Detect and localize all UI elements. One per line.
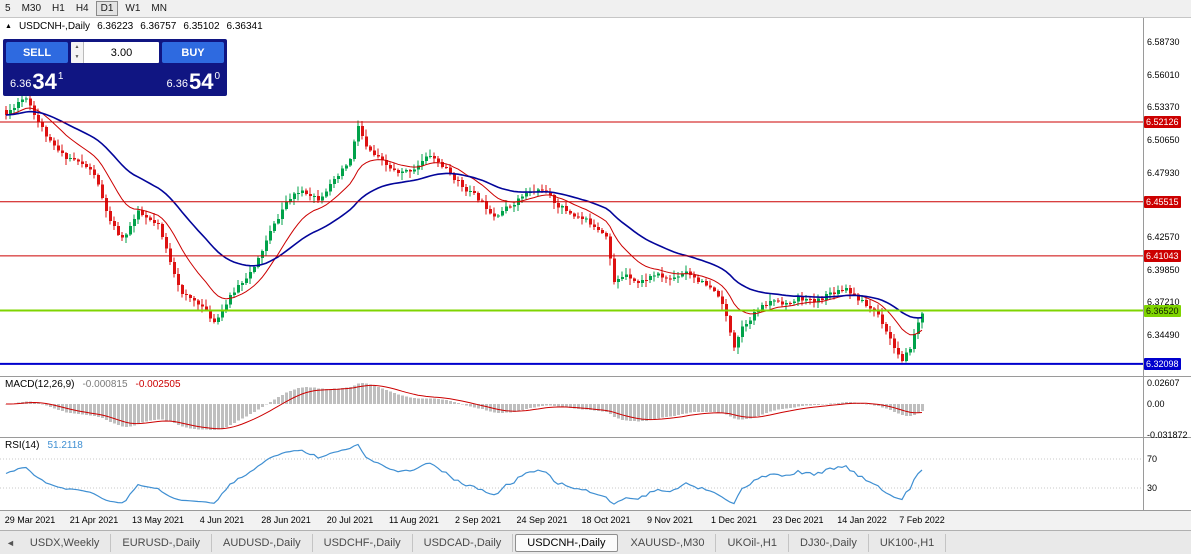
chart-ohlc-header: ▲ USDCNH-,Daily 6.36223 6.36757 6.35102 … — [5, 21, 263, 32]
date-axis-label: 1 Dec 2021 — [710, 515, 758, 525]
date-axis-label: 13 May 2021 — [131, 515, 185, 525]
chart-symbol-label: USDCNH-,Daily — [18, 21, 91, 32]
date-axis-label: 4 Jun 2021 — [199, 515, 245, 525]
price-level-badge: 6.45515 — [1144, 196, 1181, 208]
sell-button[interactable]: SELL — [6, 42, 68, 63]
ask-pipette: 0 — [214, 71, 220, 82]
bid-pips: 34 — [32, 69, 57, 94]
tabs-scroll-left-icon[interactable]: ◄ — [6, 537, 15, 548]
one-click-trading-panel: SELL ▲ ▼ 3.00 BUY 6.36 34 1 6.36 — [3, 39, 227, 96]
ohlc-low: 6.35102 — [183, 21, 220, 32]
chart-stage: ▲ USDCNH-,Daily 6.36223 6.36757 6.35102 … — [0, 18, 1191, 530]
price-axis-label: 6.39850 — [1147, 265, 1180, 275]
tab-audusd-daily[interactable]: AUDUSD-,Daily — [212, 533, 313, 552]
macd-axis-label: -0.031872 — [1147, 430, 1188, 440]
rsi-title: RSI(14) — [5, 440, 40, 451]
price-axis-label: 6.34490 — [1147, 330, 1180, 340]
price-axis-label: 6.56010 — [1147, 70, 1180, 80]
collapse-trade-panel-icon[interactable]: ▲ — [5, 23, 12, 30]
macd-title: MACD(12,26,9) — [5, 379, 75, 390]
date-axis-label: 29 Mar 2021 — [4, 515, 56, 525]
timeframe-toolbar: 5 M30 H1 H4 D1 W1 MN — [0, 0, 1191, 18]
date-axis-label: 24 Sep 2021 — [516, 515, 568, 525]
tab-dj30-daily[interactable]: DJ30-,Daily — [789, 533, 869, 552]
ohlc-high: 6.36757 — [140, 21, 177, 32]
rsi-indicator-header: RSI(14) 51.2118 — [5, 440, 83, 451]
volume-stepper[interactable]: ▲ ▼ — [71, 42, 84, 63]
price-axis-label: 6.47930 — [1147, 168, 1180, 178]
macd-main-value: -0.000815 — [82, 379, 128, 390]
volume-down-icon[interactable]: ▼ — [74, 54, 80, 61]
price-axis-label: 6.37210 — [1147, 297, 1180, 307]
tab-ukoil-h1[interactable]: UKOil-,H1 — [716, 533, 789, 552]
macd-indicator-header: MACD(12,26,9) -0.000815 -0.002505 — [5, 379, 181, 390]
date-axis-label: 2 Sep 2021 — [454, 515, 502, 525]
ask-price: 6.36 54 0 — [167, 65, 220, 93]
volume-value[interactable]: 3.00 — [110, 46, 133, 59]
date-axis-label: 7 Feb 2022 — [899, 515, 945, 525]
date-axis-label: 9 Nov 2021 — [646, 515, 694, 525]
tab-usdcnh-daily[interactable]: USDCNH-,Daily — [515, 533, 618, 552]
volume-up-icon[interactable]: ▲ — [74, 43, 80, 50]
bid-big-figure: 6.36 — [10, 78, 32, 90]
price-chart-canvas[interactable] — [0, 18, 1191, 530]
price-level-badge: 6.52126 — [1144, 116, 1181, 128]
timeframe-mn-button[interactable]: MN — [151, 3, 167, 14]
bid-price: 6.36 34 1 — [10, 65, 63, 93]
timeframe-w1-button[interactable]: W1 — [125, 3, 141, 14]
date-axis-label: 21 Apr 2021 — [69, 515, 119, 525]
rsi-value: 51.2118 — [47, 440, 83, 451]
tab-uk100-h1[interactable]: UK100-,H1 — [869, 533, 947, 552]
time-axis[interactable]: 29 Mar 2021 21 Apr 2021 13 May 2021 4 Jun 2… — [0, 510, 1191, 530]
rsi-axis-label: 30 — [1147, 483, 1158, 493]
macd-axis-label: 0.00 — [1147, 399, 1165, 409]
bid-pipette: 1 — [57, 71, 64, 82]
tab-eurusd-daily[interactable]: EURUSD-,Daily — [111, 533, 213, 552]
date-axis-label: 18 Oct 2021 — [581, 515, 631, 525]
tab-xauusd-m30[interactable]: XAUUSD-,M30 — [620, 533, 717, 552]
ask-big-figure: 6.36 — [166, 78, 188, 90]
timeframe-5-button[interactable]: 5 — [5, 3, 11, 14]
timeframe-m30-button[interactable]: M30 — [21, 3, 42, 14]
timeframe-h1-button[interactable]: H1 — [52, 3, 65, 14]
price-level-badge: 6.32098 — [1144, 358, 1181, 370]
ohlc-close: 6.36341 — [226, 21, 263, 32]
tab-usdx-weekly[interactable]: USDX,Weekly — [19, 533, 112, 552]
date-axis-label: 14 Jan 2022 — [837, 515, 887, 525]
price-level-badge: 6.41043 — [1144, 250, 1181, 262]
timeframe-d1-button[interactable]: D1 — [95, 1, 119, 16]
price-axis-label: 6.53370 — [1147, 102, 1180, 112]
volume-input[interactable]: ▲ ▼ 3.00 — [71, 42, 159, 63]
price-axis-label: 6.50650 — [1147, 135, 1180, 145]
ask-pips: 54 — [188, 69, 214, 94]
macd-signal-value: -0.002505 — [135, 379, 181, 390]
timeframe-h4-button[interactable]: H4 — [75, 3, 89, 14]
date-axis-label: 11 Aug 2021 — [389, 515, 439, 525]
tab-usdchf-daily[interactable]: USDCHF-,Daily — [313, 533, 413, 552]
price-axis-label: 6.42570 — [1147, 232, 1180, 242]
buy-button[interactable]: BUY — [162, 42, 224, 63]
chart-tabs-bar: ◄ USDX,Weekly EURUSD-,Daily AUDUSD-,Daily US… — [0, 530, 1191, 554]
price-axis-label: 6.58730 — [1147, 37, 1180, 47]
macd-axis-label: 0.02607 — [1147, 378, 1180, 388]
rsi-axis-label: 70 — [1147, 454, 1158, 464]
price-axis[interactable]: 6.58730 6.56010 6.53370 6.50650 6.47930 6.425… — [1144, 18, 1191, 510]
date-axis-label: 28 Jun 2021 — [261, 515, 311, 525]
tab-usdcad-daily[interactable]: USDCAD-,Daily — [413, 533, 514, 552]
ohlc-open: 6.36223 — [97, 21, 134, 32]
date-axis-label: 23 Dec 2021 — [772, 515, 824, 525]
price-level-badge: 6.36520 — [1144, 305, 1181, 317]
date-axis-label: 20 Jul 2021 — [326, 515, 374, 525]
